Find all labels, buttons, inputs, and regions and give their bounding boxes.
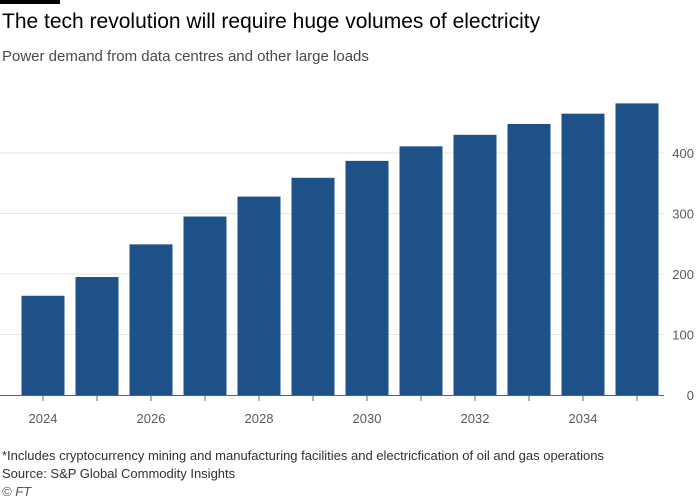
bar-2030 <box>345 160 389 395</box>
y-tick-label-0: 0 <box>687 388 694 403</box>
y-tick-label-400: 400 <box>672 146 694 161</box>
bar-2029 <box>291 177 335 395</box>
bar-2032 <box>453 134 497 395</box>
source-note: Source: S&P Global Commodity Insights <box>2 466 236 481</box>
x-tick-label-2030: 2030 <box>353 411 382 426</box>
x-tick-label-2024: 2024 <box>29 411 58 426</box>
chart-subtitle: Power demand from data centres and other… <box>2 48 369 65</box>
x-tick-label-2028: 2028 <box>245 411 274 426</box>
ft-top-bar <box>0 0 60 4</box>
x-tick-label-2034: 2034 <box>569 411 598 426</box>
x-tick-label-2026: 2026 <box>137 411 166 426</box>
bar-2026 <box>129 244 173 395</box>
footnote: *Includes cryptocurrency mining and manu… <box>2 448 604 463</box>
bar-2025 <box>75 277 119 395</box>
bar-2031 <box>399 146 443 395</box>
bar-2034 <box>561 113 605 396</box>
y-tick-label-200: 200 <box>672 267 694 282</box>
y-tick-label-100: 100 <box>672 328 694 343</box>
y-tick-label-300: 300 <box>672 207 694 222</box>
bar-2033 <box>507 123 551 396</box>
bar-2028 <box>237 196 281 395</box>
bar-2027 <box>183 216 227 395</box>
bar-chart: 0 100 200 300 400 2024 2026 2028 2030 2032 2034 <box>0 103 694 426</box>
ft-credit: © FT <box>2 484 32 499</box>
chart-title: The tech revolution will require huge vo… <box>2 10 541 33</box>
bar-2024 <box>21 295 65 395</box>
bar-2035 <box>615 103 659 395</box>
x-tick-label-2032: 2032 <box>461 411 490 426</box>
